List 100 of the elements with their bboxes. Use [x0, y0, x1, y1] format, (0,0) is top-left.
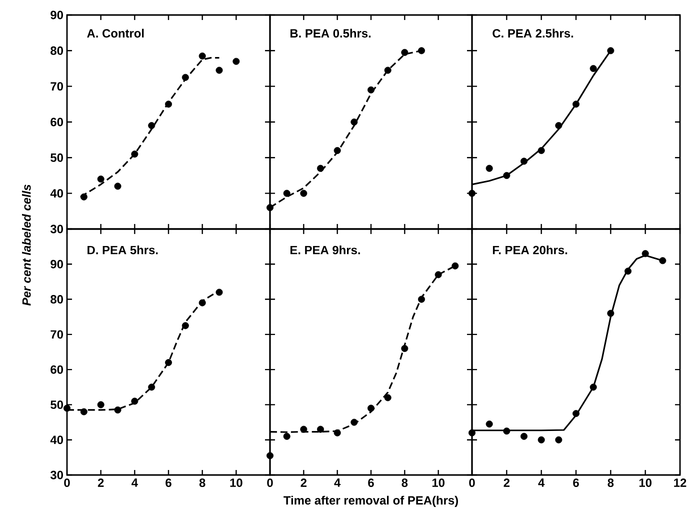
y-tick-label: 30 — [50, 470, 63, 480]
point — [182, 322, 189, 330]
y-tick-label: 80 — [50, 46, 63, 55]
y-axis-title: Per cent labeled cells — [22, 184, 31, 306]
point — [538, 436, 545, 444]
point — [452, 262, 459, 270]
point — [317, 426, 324, 433]
point — [368, 86, 375, 94]
y-tick-label: 40 — [50, 436, 63, 444]
point — [590, 64, 597, 72]
x-tick-label: 10 — [230, 478, 242, 487]
point — [520, 432, 528, 440]
y-tick-label: 30 — [50, 224, 63, 234]
x-tick-label: 0 — [469, 478, 475, 487]
point — [590, 384, 597, 391]
point — [503, 428, 510, 435]
point — [555, 436, 562, 444]
x-tick-label: 2 — [98, 478, 104, 487]
point — [334, 429, 341, 436]
x-tick-label: 2 — [300, 478, 307, 487]
point — [555, 122, 562, 130]
x-tick-label: 10 — [639, 478, 652, 487]
point — [131, 398, 138, 405]
point — [198, 299, 206, 306]
text: B. PEA 0.5hrs. — [290, 28, 371, 38]
point — [114, 406, 122, 414]
point — [572, 410, 580, 417]
point — [642, 250, 649, 258]
text: C. PEA 2.5hrs. — [492, 28, 574, 38]
point — [486, 164, 493, 172]
x-tick-label: 8 — [402, 478, 408, 487]
x-tick-label: 6 — [368, 478, 374, 487]
point — [401, 344, 408, 352]
y-tick-label: 90 — [50, 10, 63, 20]
x-tick-label: 4 — [538, 478, 545, 487]
point — [266, 452, 274, 460]
point — [350, 118, 358, 126]
point — [368, 404, 375, 412]
point — [418, 296, 426, 303]
point — [165, 359, 172, 366]
point — [216, 66, 223, 74]
point — [266, 204, 274, 212]
x-axis-title: Time after removal of PEA(hrs) — [284, 496, 458, 507]
x-tick-label: 12 — [674, 478, 686, 487]
point — [182, 74, 189, 81]
y-tick-label: 50 — [50, 153, 63, 162]
point — [520, 158, 528, 165]
y-tick-label: 40 — [50, 189, 63, 198]
point — [607, 47, 614, 54]
x-tick-label: 4 — [132, 478, 138, 487]
point — [384, 66, 392, 74]
point — [572, 100, 580, 108]
y-tick-label: 50 — [50, 400, 63, 409]
x-tick-label: 10 — [432, 478, 444, 487]
x-tick-label: 8 — [199, 478, 206, 487]
text: D. PEA 5hrs. — [88, 246, 158, 254]
point — [624, 268, 632, 275]
text: E. PEA 9hrs. — [290, 246, 360, 254]
point — [350, 418, 358, 426]
x-tick-label: 0 — [64, 478, 70, 487]
point — [401, 48, 408, 56]
point — [148, 122, 156, 130]
point — [283, 190, 290, 197]
point — [232, 58, 240, 65]
point — [148, 384, 156, 391]
y-tick-label: 70 — [50, 330, 63, 339]
point — [503, 172, 510, 179]
point — [80, 193, 88, 200]
point — [97, 176, 104, 183]
point — [114, 182, 122, 190]
point — [80, 408, 88, 416]
point — [468, 429, 476, 436]
text: F. PEA 20hrs. — [492, 246, 568, 254]
y-tick-label: 60 — [50, 365, 63, 374]
y-tick-label: 60 — [50, 118, 63, 126]
point — [317, 164, 324, 172]
point — [334, 147, 341, 154]
x-tick-label: 6 — [573, 478, 579, 487]
point — [216, 288, 223, 296]
text: A. Control — [87, 28, 144, 38]
y-tick-label: 70 — [50, 82, 63, 91]
point — [468, 190, 476, 197]
point — [165, 100, 172, 108]
point — [384, 394, 392, 402]
point — [607, 310, 614, 317]
point — [300, 190, 308, 197]
point — [486, 420, 493, 428]
point — [434, 271, 442, 278]
point — [659, 257, 666, 264]
point — [131, 150, 138, 158]
x-tick-label: 0 — [267, 478, 273, 487]
x-tick-label: 6 — [166, 478, 172, 487]
x-tick-label: 4 — [334, 478, 341, 487]
point — [300, 426, 308, 433]
point — [198, 52, 206, 60]
point — [418, 47, 426, 54]
point — [97, 401, 104, 408]
y-tick-label: 80 — [50, 295, 63, 304]
y-tick-label: 90 — [50, 260, 63, 268]
point — [283, 432, 290, 440]
